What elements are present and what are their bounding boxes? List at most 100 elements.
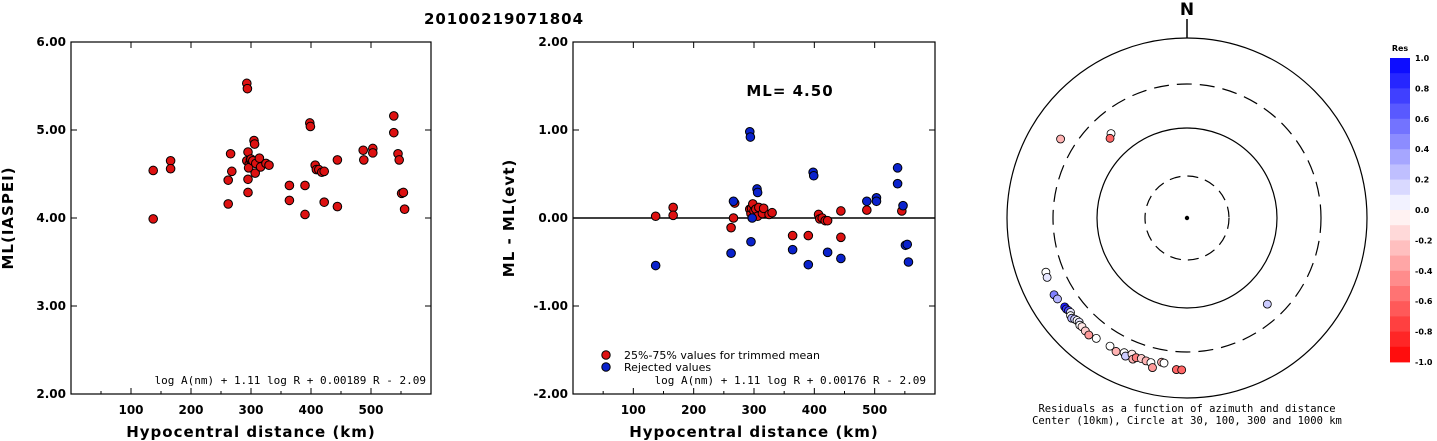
colorbar-cell bbox=[1390, 149, 1410, 165]
colorbar-cell bbox=[1390, 134, 1410, 150]
ring-100km bbox=[1096, 127, 1278, 309]
colorbar-cell bbox=[1390, 225, 1410, 241]
x-tick-label: 400 bbox=[802, 403, 827, 417]
colorbar-cell bbox=[1390, 346, 1410, 363]
accepted-point bbox=[394, 155, 405, 165]
colorbar-tick-label: 0.0 bbox=[1415, 206, 1430, 215]
x-axis-label: Hypocentral distance (km) bbox=[126, 423, 376, 441]
accepted-point bbox=[359, 155, 369, 165]
accepted-point bbox=[767, 207, 777, 218]
accepted-point bbox=[242, 83, 253, 94]
station-marker bbox=[1091, 333, 1101, 343]
polar-caption-line1: Residuals as a function of azimuth and d… bbox=[1038, 403, 1335, 415]
accepted-point bbox=[399, 204, 410, 214]
y-tick-label: 3.00 bbox=[36, 299, 66, 313]
legend-marker-rejected bbox=[601, 362, 611, 372]
accepted-point bbox=[758, 203, 769, 214]
colorbar-tick-label: 0.4 bbox=[1415, 145, 1430, 154]
colorbar-tick-label: -0.8 bbox=[1415, 328, 1433, 337]
x-axis-label: Hypocentral distance (km) bbox=[629, 423, 879, 441]
axis-ticks: 100 200 300 400 500 2.00 3.00 4.00 5.00 6.00 bbox=[36, 35, 431, 417]
accepted-point bbox=[822, 215, 833, 226]
rejected-point bbox=[726, 248, 736, 258]
station-marker bbox=[1084, 330, 1094, 340]
rejected-point bbox=[902, 239, 913, 250]
y-tick-label: -1.00 bbox=[533, 299, 568, 313]
y-tick-label: 2.00 bbox=[538, 35, 568, 49]
colorbar-cell bbox=[1390, 240, 1410, 256]
colorbar-cell bbox=[1390, 58, 1410, 74]
accepted-point bbox=[389, 127, 399, 138]
colorbar-tick-label: -0.2 bbox=[1415, 236, 1433, 245]
accepted-point bbox=[284, 180, 295, 191]
accepted-point bbox=[300, 209, 310, 220]
x-tick-label: 300 bbox=[741, 403, 766, 417]
colorbar-cell bbox=[1390, 316, 1410, 332]
y-tick-label: 6.00 bbox=[36, 35, 66, 49]
station-marker bbox=[1105, 133, 1115, 143]
rejected-point bbox=[808, 170, 819, 181]
accepted-point bbox=[726, 222, 736, 233]
colorbar-ticks: 1.0 0.8 0.6 0.4 0.2 0.0 -0.2 -0.4 -0.6 -0.8 -1.0 bbox=[1415, 54, 1433, 367]
distance-rings bbox=[1006, 37, 1368, 399]
colorbar-cell bbox=[1390, 210, 1410, 226]
colorbar-cell bbox=[1390, 331, 1410, 348]
figure-title: 20100219071804 bbox=[424, 10, 584, 28]
accepted-point bbox=[243, 187, 253, 198]
rejected-point bbox=[892, 178, 903, 189]
accepted-point bbox=[803, 230, 814, 241]
accepted-point bbox=[368, 148, 378, 158]
accepted-point bbox=[319, 166, 330, 177]
rejected-point bbox=[650, 260, 661, 271]
legend: 25%-75% values for trimmed mean Rejected… bbox=[601, 349, 820, 374]
station-marker bbox=[1056, 134, 1065, 144]
accepted-point bbox=[227, 166, 237, 177]
colorbar-title: Res bbox=[1392, 44, 1409, 53]
data-points bbox=[650, 126, 914, 271]
ring-30km bbox=[1144, 175, 1230, 261]
accepted-point bbox=[668, 210, 678, 221]
rejected-point bbox=[752, 187, 763, 198]
accepted-point bbox=[358, 145, 369, 156]
rejected-point bbox=[862, 196, 872, 207]
rejected-point bbox=[892, 163, 903, 173]
accepted-point bbox=[250, 168, 260, 178]
rejected-point bbox=[745, 132, 756, 142]
ring-300km bbox=[1052, 83, 1322, 353]
station-markers bbox=[1041, 129, 1272, 375]
rejected-point bbox=[871, 196, 882, 207]
station-marker bbox=[1042, 272, 1052, 282]
accepted-point bbox=[332, 201, 343, 212]
x-tick-label: 200 bbox=[178, 403, 203, 417]
colorbar-tick-label: 0.8 bbox=[1415, 84, 1430, 93]
accepted-point bbox=[225, 148, 236, 159]
epicenter-dot bbox=[1184, 215, 1190, 221]
accepted-point bbox=[148, 214, 158, 224]
station-marker bbox=[1111, 347, 1121, 356]
formula-label: log A(nm) + 1.11 log R + 0.00176 R - 2.0… bbox=[654, 374, 926, 387]
accepted-point bbox=[728, 213, 739, 223]
rejected-point bbox=[747, 213, 757, 223]
y-tick-label: 2.00 bbox=[36, 387, 66, 401]
accepted-point bbox=[398, 187, 409, 198]
rejected-point bbox=[746, 236, 756, 247]
y-tick-label: 0.00 bbox=[538, 211, 568, 225]
accepted-point bbox=[332, 155, 343, 165]
y-tick-label: 5.00 bbox=[36, 123, 66, 137]
formula-label: log A(nm) + 1.11 log R + 0.00189 R - 2.0… bbox=[154, 374, 426, 387]
colorbar-cell bbox=[1390, 164, 1410, 180]
accepted-point bbox=[264, 160, 274, 170]
x-tick-label: 100 bbox=[621, 403, 646, 417]
colorbar-cell bbox=[1390, 88, 1410, 104]
polar-caption-line2: Center (10km), Circle at 30, 100, 300 an… bbox=[1032, 415, 1342, 427]
accepted-point bbox=[165, 156, 176, 166]
colorbar-cell bbox=[1390, 73, 1410, 89]
colorbar-tick-label: -0.4 bbox=[1415, 267, 1433, 276]
colorbar-tick-label: 1.0 bbox=[1415, 54, 1430, 63]
colorbar-tick-label: 0.6 bbox=[1415, 115, 1430, 124]
x-tick-label: 500 bbox=[358, 403, 383, 417]
y-tick-label: 1.00 bbox=[538, 123, 568, 137]
y-tick-label: 4.00 bbox=[36, 211, 66, 225]
accepted-point bbox=[300, 180, 310, 191]
